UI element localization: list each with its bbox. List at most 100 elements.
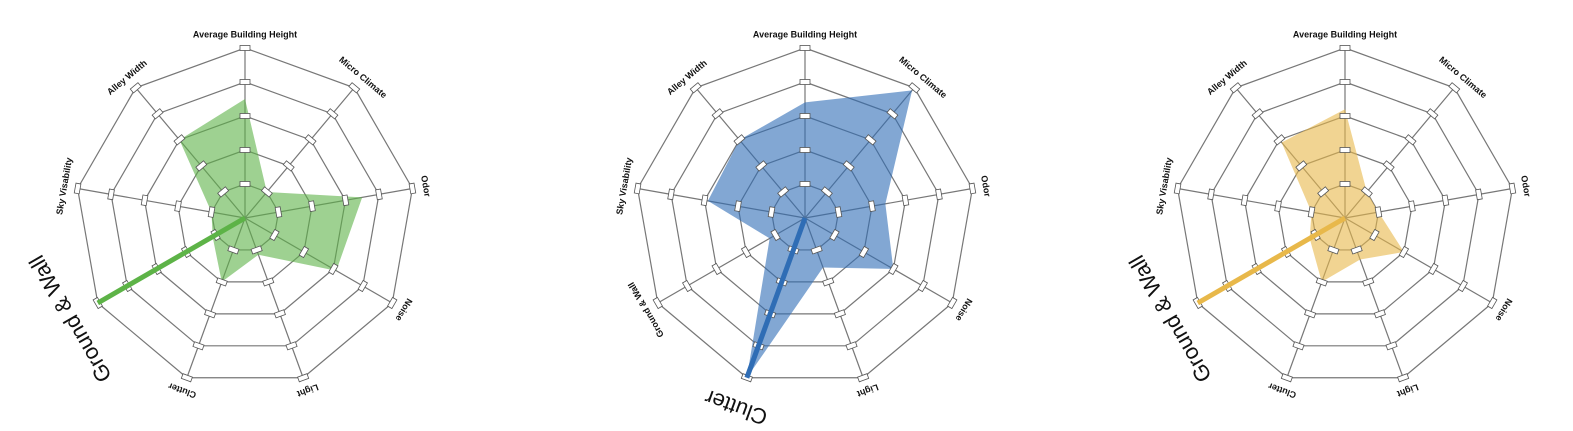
tick-box bbox=[285, 341, 298, 351]
tick-box bbox=[239, 45, 251, 51]
grid-ring bbox=[110, 81, 380, 347]
tick-box bbox=[1207, 188, 1215, 201]
tick-box bbox=[239, 147, 251, 153]
tick-box bbox=[239, 79, 251, 85]
tick-box bbox=[1397, 373, 1410, 383]
tick-box bbox=[799, 113, 811, 119]
tick-box bbox=[652, 296, 663, 310]
tick-box bbox=[1307, 206, 1316, 218]
highlight-label: Clutter bbox=[701, 385, 770, 431]
tick-box bbox=[1317, 186, 1330, 198]
tick-box bbox=[1350, 245, 1363, 255]
tick-box bbox=[968, 182, 977, 195]
tick-box bbox=[1229, 82, 1242, 94]
tick-box bbox=[833, 309, 846, 319]
tick-box bbox=[326, 108, 339, 120]
tick-box bbox=[1373, 309, 1386, 319]
tick-box bbox=[1475, 188, 1483, 201]
grid-ring bbox=[670, 81, 940, 347]
radar-area bbox=[179, 99, 363, 282]
tick-box bbox=[799, 147, 811, 153]
axis-label: Alley Width bbox=[105, 58, 149, 97]
tick-box bbox=[341, 194, 350, 207]
grid-ring bbox=[1277, 149, 1413, 283]
tick-box bbox=[734, 200, 742, 213]
tick-box bbox=[1362, 277, 1375, 287]
tick-box bbox=[829, 228, 840, 242]
tick-box bbox=[1280, 373, 1293, 383]
tick-box bbox=[328, 262, 339, 276]
radar-area bbox=[707, 90, 913, 378]
tick-box bbox=[1240, 194, 1249, 207]
axis-label: Ground & Wall bbox=[626, 280, 666, 339]
tick-box bbox=[227, 245, 240, 255]
tick-box bbox=[917, 279, 928, 293]
tick-box bbox=[770, 228, 781, 242]
tick-box bbox=[174, 200, 182, 213]
tick-box bbox=[217, 186, 230, 198]
axis-label: Micro Climate bbox=[1437, 55, 1489, 101]
tick-box bbox=[173, 134, 186, 146]
tick-box bbox=[140, 194, 149, 207]
radar-chart: Average Building Height Micro Climate Odor… bbox=[24, 29, 433, 400]
tick-box bbox=[1426, 108, 1439, 120]
tick-box bbox=[822, 277, 835, 287]
tick-box bbox=[308, 200, 316, 213]
tick-box bbox=[1382, 160, 1395, 172]
tick-box bbox=[1398, 245, 1410, 259]
tick-box bbox=[298, 245, 310, 259]
tick-box bbox=[935, 188, 943, 201]
grid-ring bbox=[143, 115, 347, 315]
axis-label: Sky Visability bbox=[54, 157, 74, 216]
axis-label: Average Building Height bbox=[193, 29, 297, 39]
axis-label: Sky Visability bbox=[614, 157, 634, 216]
tick-box bbox=[733, 134, 746, 146]
tick-box bbox=[375, 188, 383, 201]
tick-box bbox=[1339, 147, 1351, 153]
highlight-line bbox=[96, 215, 247, 306]
tick-box bbox=[868, 200, 876, 213]
tick-box bbox=[1374, 206, 1383, 218]
tick-box bbox=[357, 279, 368, 293]
tick-box bbox=[273, 309, 286, 319]
tick-box bbox=[1274, 200, 1282, 213]
axis-label: Light bbox=[856, 382, 880, 399]
grid-ring bbox=[1243, 115, 1447, 315]
axis-label: Sky Visability bbox=[1154, 157, 1174, 216]
tick-box bbox=[947, 296, 958, 310]
tick-box bbox=[387, 296, 398, 310]
highlight-label: Ground & Wall bbox=[1124, 251, 1217, 387]
tick-box bbox=[820, 186, 833, 198]
axis-label: Clutter bbox=[1266, 381, 1297, 400]
tick-box bbox=[1508, 182, 1517, 195]
axis-label: Light bbox=[296, 382, 320, 399]
tick-box bbox=[689, 82, 702, 94]
tick-box bbox=[842, 160, 855, 172]
axis-label: Odor bbox=[1519, 175, 1533, 198]
tick-box bbox=[1339, 45, 1351, 51]
tick-box bbox=[1428, 262, 1439, 276]
tick-box bbox=[1339, 113, 1351, 119]
tick-box bbox=[250, 245, 263, 255]
tick-box bbox=[888, 262, 899, 276]
tick-box bbox=[1487, 296, 1498, 310]
tick-box bbox=[777, 186, 790, 198]
tick-box bbox=[1441, 194, 1450, 207]
tick-box bbox=[1315, 277, 1328, 287]
tick-box bbox=[810, 245, 823, 255]
tick-box bbox=[1360, 186, 1373, 198]
axis-label: Average Building Height bbox=[753, 29, 857, 39]
tick-box bbox=[180, 373, 193, 383]
tick-box bbox=[260, 186, 273, 198]
radar-area bbox=[1281, 109, 1404, 282]
tick-box bbox=[1295, 160, 1308, 172]
axis-label: Average Building Height bbox=[1293, 29, 1397, 39]
tick-box bbox=[151, 108, 164, 120]
tick-box bbox=[1369, 228, 1380, 242]
axis-label: Alley Width bbox=[1205, 58, 1249, 97]
tick-box bbox=[799, 45, 811, 51]
tick-box bbox=[1173, 182, 1182, 195]
axis-label: Micro Climate bbox=[337, 55, 389, 101]
tick-box bbox=[73, 182, 82, 195]
tick-box bbox=[274, 206, 283, 218]
